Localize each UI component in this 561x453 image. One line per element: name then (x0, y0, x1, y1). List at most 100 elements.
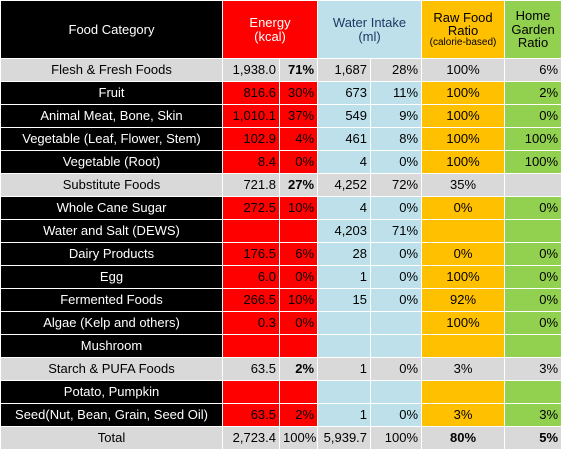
table-row: Fermented Foods 266.5 10% 15 0% 92% 0% (0, 288, 561, 312)
water-percent: 0% (370, 242, 423, 266)
energy-value: 63.5 (222, 403, 280, 427)
water-percent: 28% (370, 58, 423, 82)
header-garden-line2: Garden (511, 21, 555, 37)
header-garden-line3: Ratio (517, 35, 549, 51)
table-row: Animal Meat, Bone, Skin 1,010.1 37% 549 9% 10… (0, 104, 561, 128)
water-value: 1 (317, 403, 372, 427)
raw-food-ratio: 92% (421, 288, 506, 312)
energy-value (222, 219, 280, 243)
header-water-label: Water Intake (332, 14, 407, 30)
water-value: 4 (317, 150, 372, 174)
water-value: 4,252 (317, 173, 372, 197)
row-category-name: Seed(Nut, Bean, Grain, Seed Oil) (0, 403, 223, 427)
raw-food-ratio: 100% (421, 104, 506, 128)
total-energy-value: 2,723.4 (222, 426, 280, 450)
water-percent: 0% (370, 357, 423, 381)
total-water-percent: 100% (370, 426, 423, 450)
home-garden-ratio: 0% (504, 104, 561, 128)
water-value: 549 (317, 104, 372, 128)
home-garden-ratio: 2% (504, 81, 561, 105)
energy-value: 266.5 (222, 288, 280, 312)
water-percent: 0% (370, 288, 423, 312)
energy-percent: 2% (278, 357, 319, 381)
water-value (317, 380, 372, 404)
energy-percent: 6% (278, 242, 319, 266)
water-percent: 11% (370, 81, 423, 105)
table-row: Whole Cane Sugar 272.5 10% 4 0% 0% 0% (0, 196, 561, 220)
water-value: 673 (317, 81, 372, 105)
table-row: Vegetable (Leaf, Flower, Stem) 102.9 4% 461… (0, 127, 561, 151)
water-percent: 9% (370, 104, 423, 128)
total-raw-food-ratio: 80% (421, 426, 506, 450)
total-energy-percent: 100% (278, 426, 319, 450)
row-category-name: Potato, Pumpkin (0, 380, 223, 404)
water-value (317, 334, 372, 358)
group-row: Substitute Foods 721.8 27% 4,252 72% 35% (0, 173, 561, 197)
header-garden-line1: Home (515, 8, 551, 24)
water-value: 4,203 (317, 219, 372, 243)
raw-food-ratio: 100% (421, 81, 506, 105)
table-row: Mushroom (0, 334, 561, 358)
home-garden-ratio: 6% (504, 58, 561, 82)
table-body: Flesh & Fresh Foods 1,938.0 71% 1,687 28% 100… (0, 58, 561, 450)
raw-food-ratio: 35% (421, 173, 506, 197)
row-category-name: Fruit (0, 81, 223, 105)
water-percent: 0% (370, 150, 423, 174)
header-energy: Energy (kcal) (221, 0, 319, 59)
raw-food-ratio: 100% (421, 150, 506, 174)
energy-percent: 37% (278, 104, 319, 128)
energy-value: 8.4 (222, 150, 280, 174)
home-garden-ratio: 100% (504, 127, 561, 151)
row-category-name: Animal Meat, Bone, Skin (0, 104, 223, 128)
raw-food-ratio: 3% (421, 403, 506, 427)
group-row: Starch & PUFA Foods 63.5 2% 1 0% 3% 3% (0, 357, 561, 381)
header-raw-line1: Raw Food (433, 9, 493, 25)
energy-percent: 2% (278, 403, 319, 427)
row-category-name: Mushroom (0, 334, 223, 358)
raw-food-ratio (421, 334, 506, 358)
energy-percent: 10% (278, 288, 319, 312)
energy-percent: 27% (278, 173, 319, 197)
energy-value (222, 380, 280, 404)
water-percent: 8% (370, 127, 423, 151)
energy-percent: 71% (278, 58, 319, 82)
energy-value: 63.5 (222, 357, 280, 381)
header-water-intake: Water Intake (ml) (317, 0, 423, 59)
row-category-name: Whole Cane Sugar (0, 196, 223, 220)
total-label: Total (0, 426, 223, 450)
water-percent (370, 380, 423, 404)
home-garden-ratio: 100% (504, 150, 561, 174)
energy-value: 176.5 (222, 242, 280, 266)
header-raw-line2: Ratio (447, 23, 479, 39)
header-row: Food Category Energy (kcal) Water Intake… (0, 0, 561, 59)
energy-value: 272.5 (222, 196, 280, 220)
header-food-category: Food Category (0, 0, 223, 59)
table-row: Dairy Products 176.5 6% 28 0% 0% 0% (0, 242, 561, 266)
water-value: 28 (317, 242, 372, 266)
home-garden-ratio: 0% (504, 196, 561, 220)
raw-food-ratio: 100% (421, 127, 506, 151)
table-row: Algae (Kelp and others) 0.3 0% 100% 0% (0, 311, 561, 335)
home-garden-ratio: 0% (504, 311, 561, 335)
energy-percent: 0% (278, 150, 319, 174)
home-garden-ratio (504, 334, 561, 358)
table-row: Seed(Nut, Bean, Grain, Seed Oil) 63.5 2% 1 0… (0, 403, 561, 427)
energy-percent: 10% (278, 196, 319, 220)
total-home-garden-ratio: 5% (504, 426, 561, 450)
water-value: 1 (317, 357, 372, 381)
header-water-unit: (ml) (358, 28, 381, 44)
energy-percent (278, 219, 319, 243)
energy-value: 721.8 (222, 173, 280, 197)
water-percent: 0% (370, 403, 423, 427)
row-category-name: Fermented Foods (0, 288, 223, 312)
header-energy-label: Energy (249, 14, 291, 30)
water-value: 1 (317, 265, 372, 289)
group-row: Flesh & Fresh Foods 1,938.0 71% 1,687 28% 100… (0, 58, 561, 82)
table-row: Vegetable (Root) 8.4 0% 4 0% 100% 100% (0, 150, 561, 174)
water-value: 1,687 (317, 58, 372, 82)
table-row: Water and Salt (DEWS) 4,203 71% (0, 219, 561, 243)
energy-percent (278, 334, 319, 358)
water-percent (370, 311, 423, 335)
water-percent (370, 334, 423, 358)
